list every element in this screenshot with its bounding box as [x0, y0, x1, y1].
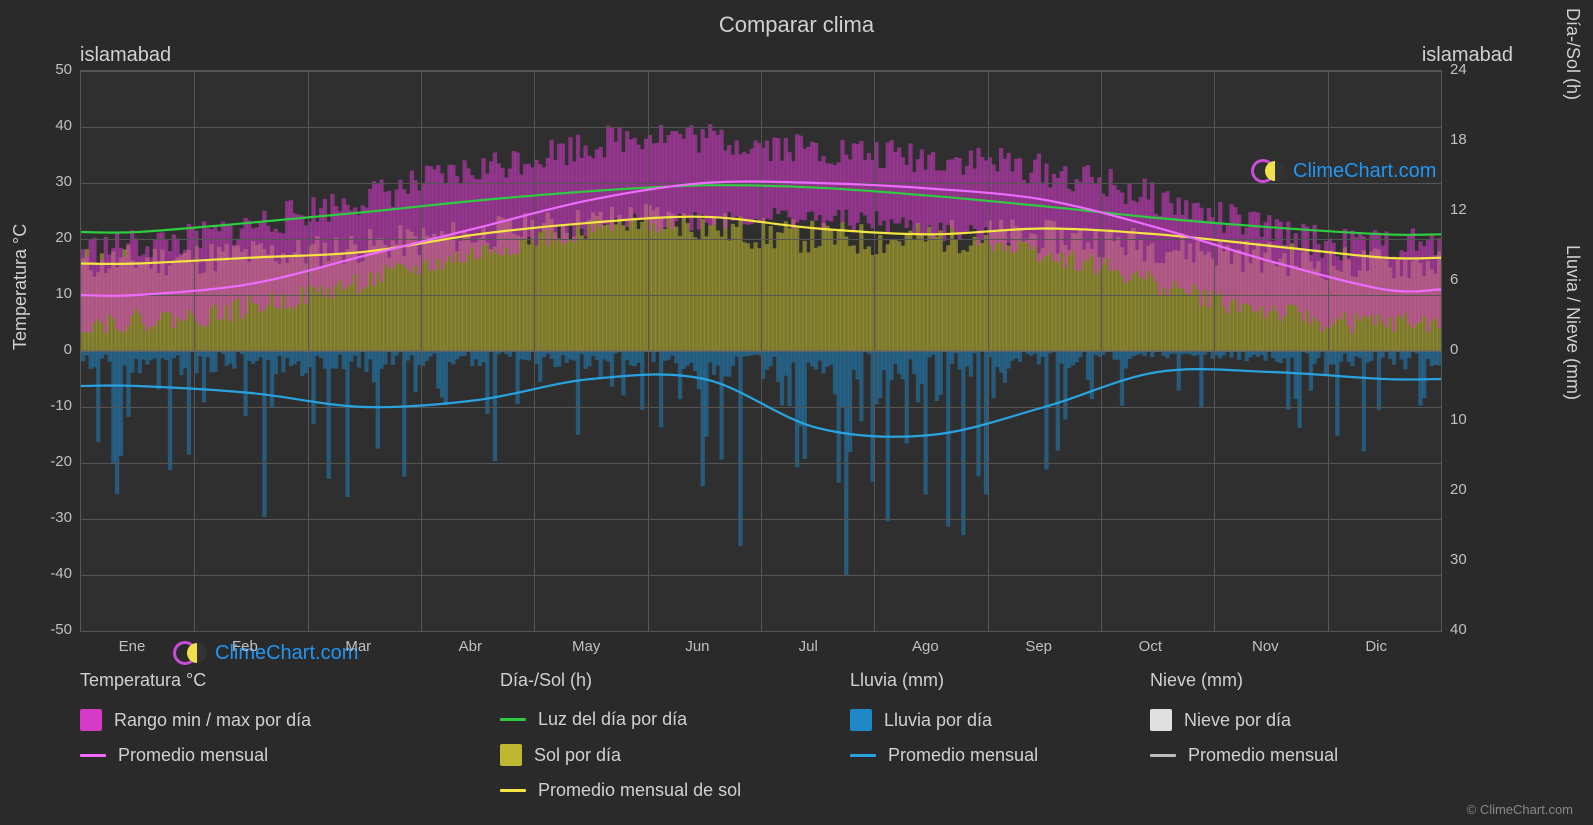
legend-column: Nieve (mm) Nieve por día Promedio mensual [1150, 670, 1450, 801]
swatch-block-icon [850, 709, 872, 731]
swatch-block-icon [500, 744, 522, 766]
y-axis-right-bottom-label: Lluvia / Nieve (mm) [1562, 245, 1583, 400]
legend-label: Luz del día por día [538, 709, 687, 730]
y-axis-left-label: Temperatura °C [10, 224, 31, 350]
y-tick-right-top: 6 [1450, 271, 1458, 288]
legend-label: Rango min / max por día [114, 710, 311, 731]
legend-header: Nieve (mm) [1150, 670, 1450, 691]
x-tick-month: Ene [119, 638, 146, 655]
legend-item: Promedio mensual de sol [500, 780, 850, 801]
legend-label: Sol por día [534, 745, 621, 766]
legend-item: Promedio mensual [850, 745, 1150, 766]
legend-column: Temperatura °C Rango min / max por día Pro… [80, 670, 500, 801]
chart-title: Comparar clima [0, 12, 1593, 38]
legend-column: Lluvia (mm) Lluvia por día Promedio mensua… [850, 670, 1150, 801]
watermark-text: ClimeChart.com [1293, 160, 1436, 183]
y-tick-right-top: 0 [1450, 341, 1458, 358]
legend-header: Lluvia (mm) [850, 670, 1150, 691]
swatch-line-icon [850, 754, 876, 757]
swatch-line-icon [500, 789, 526, 792]
y-tick-left: -30 [32, 509, 72, 526]
y-tick-left: -40 [32, 565, 72, 582]
y-tick-right-top: 12 [1450, 201, 1467, 218]
x-tick-month: Feb [232, 638, 258, 655]
gridline-horizontal [81, 631, 1441, 632]
swatch-block-icon [1150, 709, 1172, 731]
location-label-right: islamabad [1422, 44, 1513, 67]
watermark: ClimeChart.com [1251, 159, 1436, 183]
legend-label: Promedio mensual de sol [538, 780, 741, 801]
x-tick-month: Abr [459, 638, 482, 655]
y-tick-left: 10 [32, 285, 72, 302]
x-tick-month: Jun [685, 638, 709, 655]
legend-column: Día-/Sol (h) Luz del día por día Sol por d… [500, 670, 850, 801]
y-tick-right-bottom: 40 [1450, 621, 1467, 638]
y-tick-left: -10 [32, 397, 72, 414]
legend-item: Nieve por día [1150, 709, 1450, 731]
legend-item: Promedio mensual [80, 745, 500, 766]
legend-item: Rango min / max por día [80, 709, 500, 731]
legend-header: Temperatura °C [80, 670, 500, 691]
x-tick-month: Jul [799, 638, 818, 655]
legend-label: Nieve por día [1184, 710, 1291, 731]
copyright-label: © ClimeChart.com [1467, 802, 1573, 817]
x-tick-month: Ago [912, 638, 939, 655]
swatch-line-icon [500, 718, 526, 721]
location-label-left: islamabad [80, 44, 171, 67]
legend-item: Sol por día [500, 744, 850, 766]
y-tick-left: 20 [32, 229, 72, 246]
y-tick-left: 50 [32, 61, 72, 78]
y-tick-right-bottom: 30 [1450, 551, 1467, 568]
y-tick-left: 40 [32, 117, 72, 134]
x-tick-month: May [572, 638, 600, 655]
plot-area: ClimeChart.comClimeChart.com [80, 70, 1442, 632]
legend-item: Promedio mensual [1150, 745, 1450, 766]
y-tick-left: -20 [32, 453, 72, 470]
y-tick-left: 0 [32, 341, 72, 358]
y-axis-right-top-label: Día-/Sol (h) [1562, 8, 1583, 100]
climechart-logo-icon [1251, 159, 1285, 183]
watermark: ClimeChart.com [173, 641, 358, 665]
legend-label: Lluvia por día [884, 710, 992, 731]
y-tick-left: -50 [32, 621, 72, 638]
y-tick-right-bottom: 20 [1450, 481, 1467, 498]
legend-header: Día-/Sol (h) [500, 670, 850, 691]
legend-label: Promedio mensual [888, 745, 1038, 766]
y-tick-left: 30 [32, 173, 72, 190]
swatch-line-icon [1150, 754, 1176, 757]
legend: Temperatura °C Rango min / max por día Pro… [80, 670, 1513, 801]
x-tick-month: Nov [1252, 638, 1279, 655]
legend-label: Promedio mensual [118, 745, 268, 766]
x-tick-month: Mar [345, 638, 371, 655]
legend-item: Lluvia por día [850, 709, 1150, 731]
x-tick-month: Sep [1025, 638, 1052, 655]
swatch-block-icon [80, 709, 102, 731]
y-tick-right-bottom: 10 [1450, 411, 1467, 428]
x-tick-month: Dic [1365, 638, 1387, 655]
y-tick-right-top: 24 [1450, 61, 1467, 78]
chart-container: Comparar clima islamabad islamabad Tempe… [0, 0, 1593, 825]
y-tick-right-top: 18 [1450, 131, 1467, 148]
swatch-line-icon [80, 754, 106, 757]
climechart-logo-icon [173, 641, 207, 665]
chart-lines-svg [81, 71, 1441, 631]
legend-label: Promedio mensual [1188, 745, 1338, 766]
x-tick-month: Oct [1139, 638, 1162, 655]
legend-item: Luz del día por día [500, 709, 850, 730]
